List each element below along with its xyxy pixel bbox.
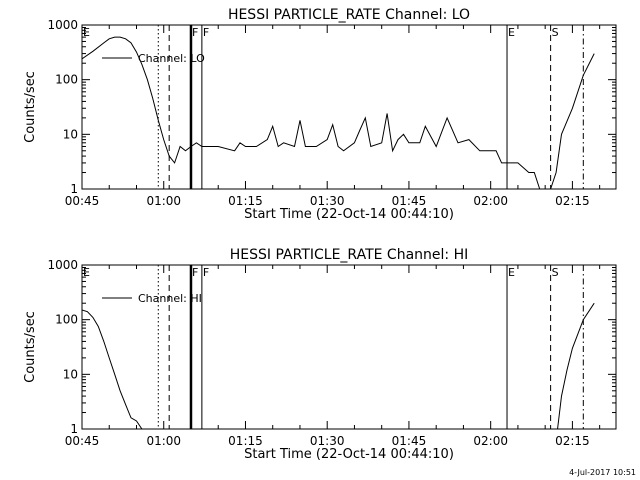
event-marker-label: F — [203, 26, 209, 39]
y-tick-label: 1000 — [47, 258, 78, 272]
chart-title: HESSI PARTICLE_RATE Channel: HI — [230, 247, 468, 263]
y-tick-label: 100 — [55, 313, 78, 327]
data-series-line — [557, 302, 595, 429]
chart-panel-2: HESSI PARTICLE_RATE Channel: HI 1 10 100 100… — [23, 247, 617, 462]
generation-timestamp: 4-Jul-2017 10:51 — [569, 468, 636, 477]
x-tick-label: 01:30 — [310, 434, 345, 448]
event-marker-label: E — [508, 26, 515, 39]
x-axis-label: Start Time (22-Oct-14 00:44:10) — [244, 207, 454, 222]
data-series-line — [82, 309, 143, 429]
y-tick-label: 1000 — [47, 18, 78, 32]
event-marker-label: E — [508, 266, 515, 279]
event-marker-label: E — [83, 26, 90, 39]
event-marker-label: F — [192, 266, 198, 279]
x-tick-label: 01:00 — [146, 194, 181, 208]
legend-label: Channel: LO — [138, 52, 205, 65]
chart-title: HESSI PARTICLE_RATE Channel: LO — [228, 7, 470, 23]
y-tick-label: 100 — [55, 73, 78, 87]
x-tick-label: 02:00 — [473, 194, 508, 208]
x-tick-label: 02:15 — [555, 434, 590, 448]
event-marker-label: F — [203, 266, 209, 279]
y-tick-label: 10 — [63, 127, 78, 141]
event-marker-label: S — [552, 266, 559, 279]
x-tick-label: 00:45 — [65, 194, 100, 208]
y-tick-label: 1 — [70, 182, 78, 196]
x-tick-label: 01:30 — [310, 194, 345, 208]
y-tick-label: 10 — [63, 367, 78, 381]
x-tick-label: 01:15 — [228, 434, 263, 448]
chart-panel-1: HESSI PARTICLE_RATE Channel: LO 1 10 100 100… — [23, 7, 617, 222]
event-marker-label: E — [83, 266, 90, 279]
plot-frame — [81, 24, 617, 190]
data-series-line — [82, 36, 595, 189]
x-tick-label: 01:45 — [392, 434, 427, 448]
y-tick-label: 1 — [70, 422, 78, 436]
y-axis-label: Counts/sec — [23, 71, 38, 143]
x-tick-label: 01:00 — [146, 434, 181, 448]
event-marker-label: F — [192, 26, 198, 39]
legend-label: Channel: HI — [138, 292, 202, 305]
x-tick-label: 01:45 — [392, 194, 427, 208]
x-tick-label: 01:15 — [228, 194, 263, 208]
x-tick-label: 00:45 — [65, 434, 100, 448]
event-marker-label: S — [552, 26, 559, 39]
x-axis-label: Start Time (22-Oct-14 00:44:10) — [244, 447, 454, 462]
x-tick-label: 02:15 — [555, 194, 590, 208]
x-tick-label: 02:00 — [473, 434, 508, 448]
y-axis-label: Counts/sec — [23, 311, 38, 383]
plot-frame — [81, 264, 617, 430]
